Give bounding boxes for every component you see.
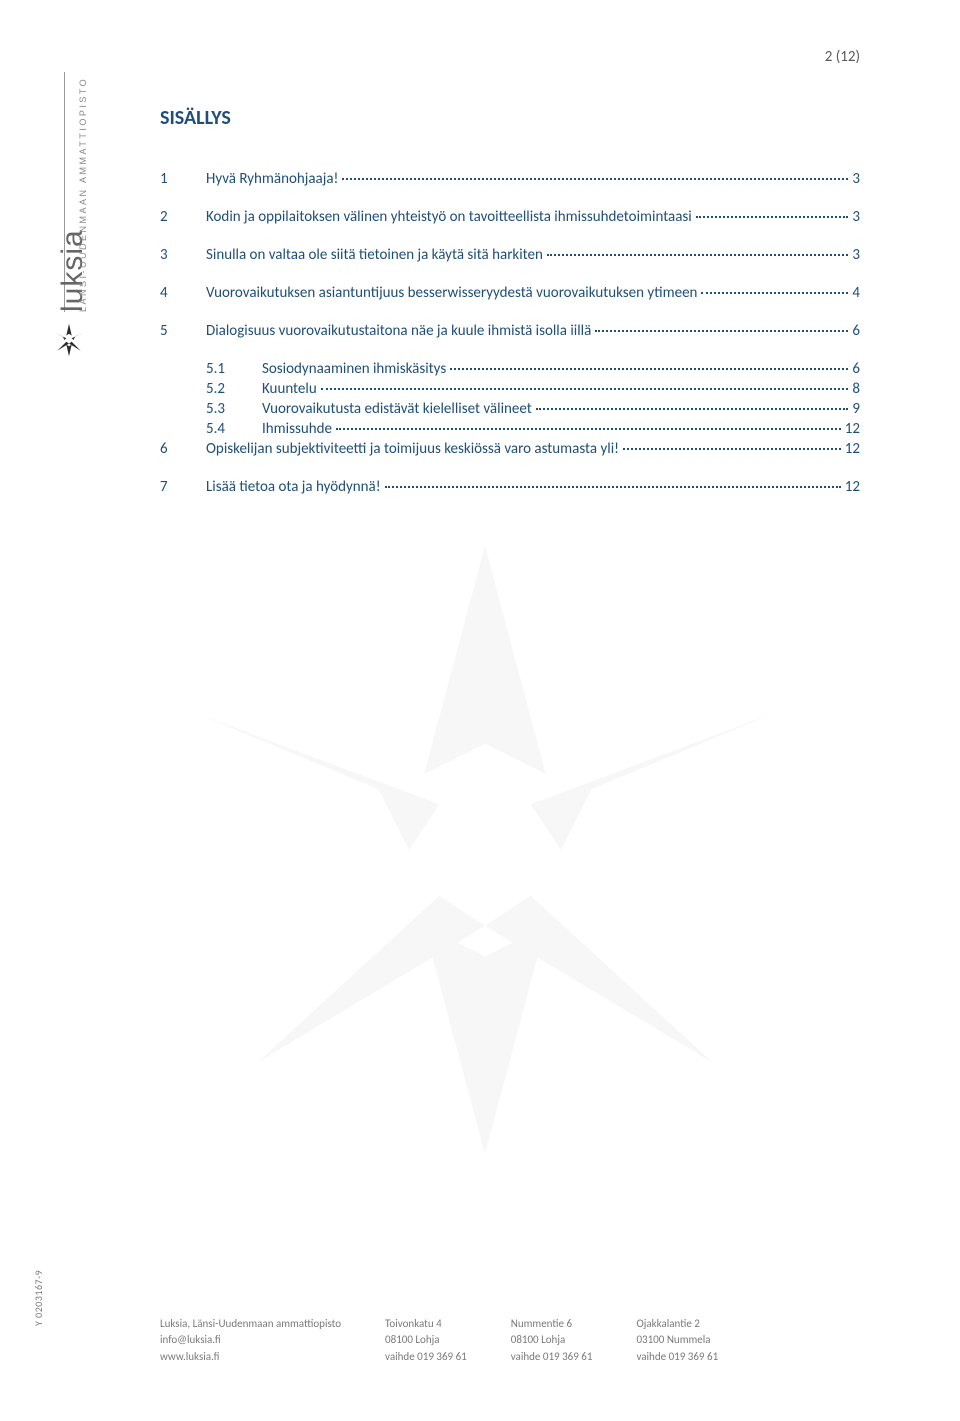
toc-page: 9 bbox=[852, 400, 860, 418]
toc-number: 6 bbox=[160, 440, 206, 458]
footer-line: vaihde 019 369 61 bbox=[385, 1349, 467, 1366]
footer-line: 08100 Lohja bbox=[511, 1332, 593, 1349]
toc-label: Lisää tietoa ota ja hyödynnä! bbox=[206, 478, 381, 496]
toc-leader bbox=[450, 368, 848, 370]
toc-leader bbox=[342, 178, 848, 180]
footer-line: vaihde 019 369 61 bbox=[511, 1349, 593, 1366]
toc-subentry[interactable]: 5.2Kuuntelu 8 bbox=[206, 380, 860, 398]
footer-line: info@luksia.fi bbox=[160, 1332, 341, 1349]
toc-entry[interactable]: 3Sinulla on valtaa ole siitä tietoinen j… bbox=[160, 246, 860, 264]
toc-leader bbox=[595, 330, 848, 332]
toc-entry[interactable]: 6Opiskelijan subjektiviteetti ja toimiju… bbox=[160, 440, 860, 458]
footer-line: 08100 Lohja bbox=[385, 1332, 467, 1349]
toc-page: 12 bbox=[845, 478, 860, 496]
toc-page: 12 bbox=[845, 420, 860, 438]
toc-subentry[interactable]: 5.4Ihmissuhde 12 bbox=[206, 420, 860, 438]
brand-logo: luksia LÄNSI-UUDENMAAN AMMATTIOPISTO bbox=[48, 72, 90, 362]
toc-number: 3 bbox=[160, 246, 206, 264]
page-title: SISÄLLYS bbox=[160, 106, 860, 130]
content-area: SISÄLLYS 1Hyvä Ryhmänohjaaja!32Kodin ja … bbox=[160, 106, 860, 516]
toc-page: 8 bbox=[852, 380, 860, 398]
toc-leader bbox=[701, 292, 848, 294]
toc-page: 6 bbox=[852, 360, 860, 378]
toc-label: Sosiodynaaminen ihmiskäsitys bbox=[262, 360, 446, 378]
toc-leader bbox=[336, 428, 841, 430]
footer-line: vaihde 019 369 61 bbox=[636, 1349, 718, 1366]
toc-leader bbox=[321, 388, 849, 390]
toc-leader bbox=[696, 216, 849, 218]
toc-page: 3 bbox=[852, 246, 860, 264]
footer-line: Toivonkatu 4 bbox=[385, 1316, 467, 1333]
toc-page: 12 bbox=[845, 440, 860, 458]
footer-col-3: Nummentie 6 08100 Lohja vaihde 019 369 6… bbox=[511, 1316, 593, 1366]
toc-page: 6 bbox=[852, 322, 860, 340]
toc-entry[interactable]: 7Lisää tietoa ota ja hyödynnä! 12 bbox=[160, 478, 860, 496]
logo-subtitle: LÄNSI-UUDENMAAN AMMATTIOPISTO bbox=[78, 77, 88, 312]
toc-entry[interactable]: 4Vuorovaikutuksen asiantuntijuus besserw… bbox=[160, 284, 860, 302]
toc-label: Sinulla on valtaa ole siitä tietoinen ja… bbox=[206, 246, 543, 264]
asterisk-icon bbox=[51, 322, 87, 358]
toc-number: 1 bbox=[160, 170, 206, 188]
toc-label: Kodin ja oppilaitoksen välinen yhteistyö… bbox=[206, 208, 692, 226]
footer-col-1: Luksia, Länsi-Uudenmaan ammattiopisto in… bbox=[160, 1316, 341, 1366]
toc-subentry[interactable]: 5.3Vuorovaikutusta edistävät kielelliset… bbox=[206, 400, 860, 418]
footer-col-4: Ojakkalantie 2 03100 Nummela vaihde 019 … bbox=[636, 1316, 718, 1366]
toc-leader bbox=[623, 448, 841, 450]
page-number: 2 (12) bbox=[825, 48, 860, 66]
footer-line: Ojakkalantie 2 bbox=[636, 1316, 718, 1333]
toc: 1Hyvä Ryhmänohjaaja!32Kodin ja oppilaito… bbox=[160, 170, 860, 496]
toc-entry[interactable]: 5Dialogisuus vuorovaikutustaitona näe ja… bbox=[160, 322, 860, 340]
toc-number: 7 bbox=[160, 478, 206, 496]
footer-line: Luksia, Länsi-Uudenmaan ammattiopisto bbox=[160, 1316, 341, 1333]
logo-text-wrap: luksia LÄNSI-UUDENMAAN AMMATTIOPISTO bbox=[56, 72, 82, 312]
toc-label: Kuuntelu bbox=[262, 380, 317, 398]
toc-label: Vuorovaikutusta edistävät kielelliset vä… bbox=[262, 400, 532, 418]
footer: Luksia, Länsi-Uudenmaan ammattiopisto in… bbox=[160, 1316, 880, 1366]
watermark-logo bbox=[105, 470, 865, 1230]
toc-label: Ihmissuhde bbox=[262, 420, 332, 438]
toc-leader bbox=[547, 254, 848, 256]
toc-page: 4 bbox=[852, 284, 860, 302]
toc-leader bbox=[385, 486, 841, 488]
footer-line: 03100 Nummela bbox=[636, 1332, 718, 1349]
toc-page: 3 bbox=[852, 208, 860, 226]
page: 2 (12) luksia LÄNSI-UUDENMAAN AMMATTIOPI… bbox=[0, 0, 960, 1421]
toc-leader bbox=[536, 408, 849, 410]
toc-label: Dialogisuus vuorovaikutustaitona näe ja … bbox=[206, 322, 591, 340]
toc-number: 5 bbox=[160, 322, 206, 340]
toc-label: Hyvä Ryhmänohjaaja! bbox=[206, 170, 338, 188]
toc-number: 2 bbox=[160, 208, 206, 226]
toc-number: 5.1 bbox=[206, 360, 262, 378]
toc-subentry[interactable]: 5.1Sosiodynaaminen ihmiskäsitys 6 bbox=[206, 360, 860, 378]
toc-number: 5.2 bbox=[206, 380, 262, 398]
toc-number: 5.4 bbox=[206, 420, 262, 438]
y-code: Y 0203167-9 bbox=[32, 1270, 45, 1326]
toc-page: 3 bbox=[852, 170, 860, 188]
footer-line: www.luksia.fi bbox=[160, 1349, 341, 1366]
footer-line: Nummentie 6 bbox=[511, 1316, 593, 1333]
toc-label: Vuorovaikutuksen asiantuntijuus besserwi… bbox=[206, 284, 697, 302]
footer-col-2: Toivonkatu 4 08100 Lohja vaihde 019 369 … bbox=[385, 1316, 467, 1366]
toc-number: 5.3 bbox=[206, 400, 262, 418]
toc-label: Opiskelijan subjektiviteetti ja toimijuu… bbox=[206, 440, 619, 458]
toc-entry[interactable]: 2Kodin ja oppilaitoksen välinen yhteisty… bbox=[160, 208, 860, 226]
toc-entry[interactable]: 1Hyvä Ryhmänohjaaja! 3 bbox=[160, 170, 860, 188]
toc-number: 4 bbox=[160, 284, 206, 302]
